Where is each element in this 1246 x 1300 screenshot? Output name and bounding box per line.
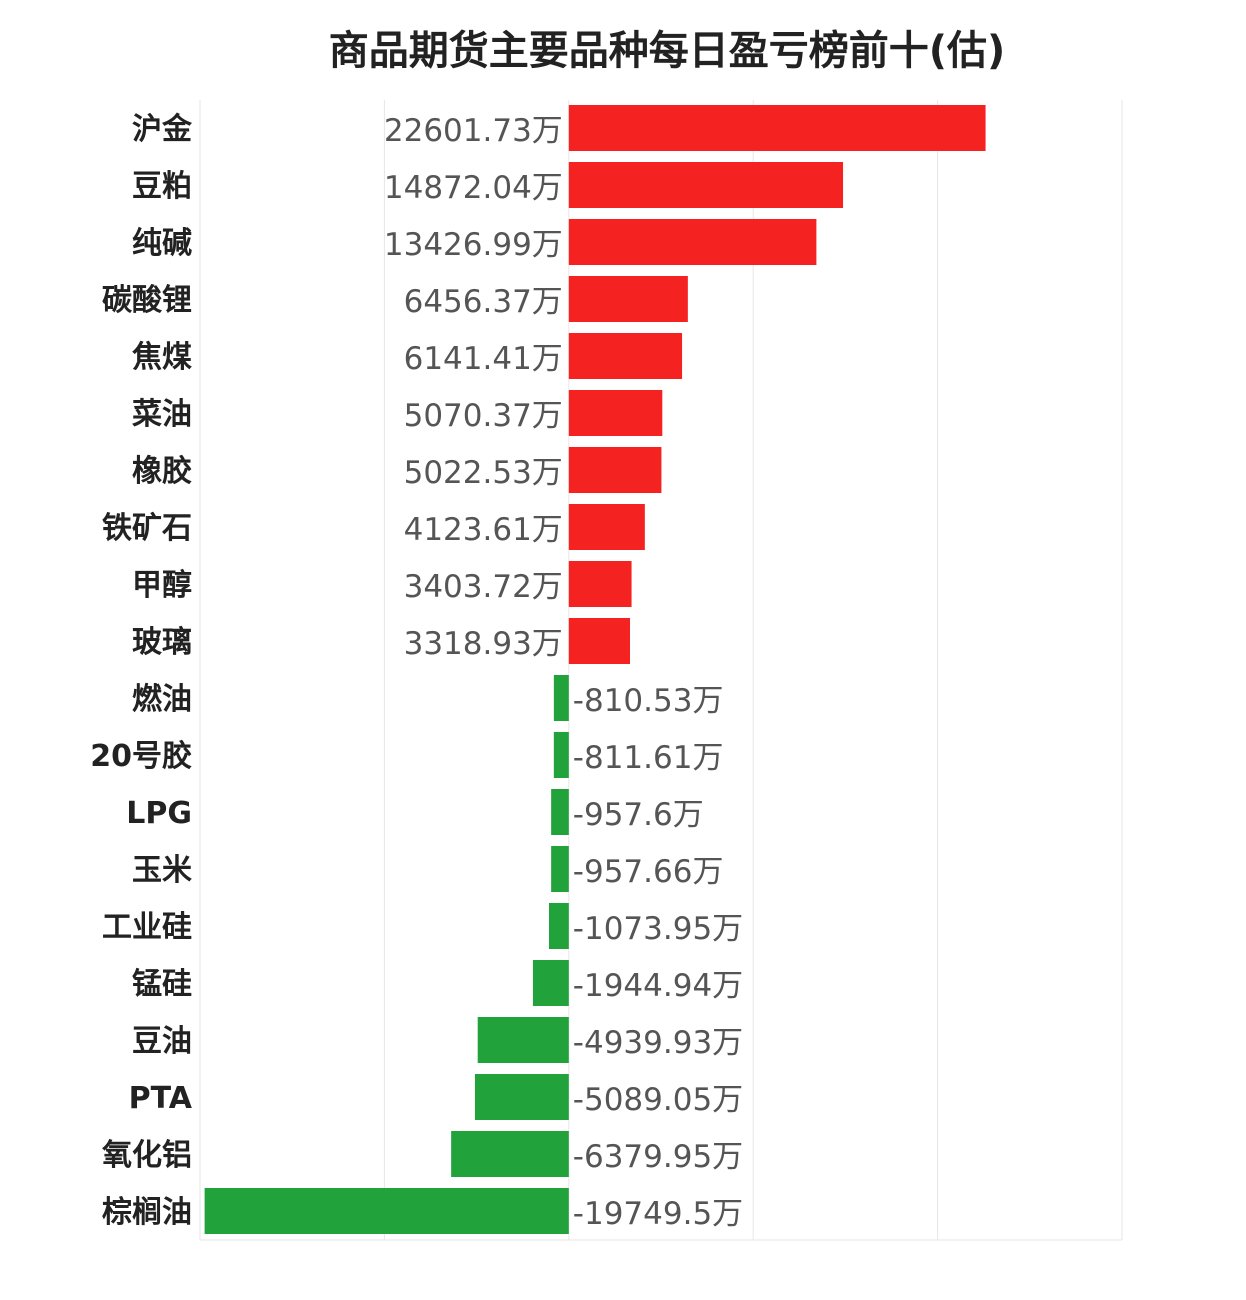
category-label: 沪金 bbox=[132, 112, 193, 147]
category-label: LPG bbox=[126, 796, 192, 831]
value-label: -5089.05万 bbox=[573, 1082, 743, 1118]
bar bbox=[451, 1131, 569, 1177]
value-label: -957.6万 bbox=[573, 797, 704, 833]
value-label: 22601.73万 bbox=[384, 113, 563, 149]
grid-lines bbox=[199, 100, 1123, 1241]
bar bbox=[568, 105, 986, 151]
category-label: 碳酸锂 bbox=[102, 283, 192, 318]
value-label: 3403.72万 bbox=[404, 569, 563, 605]
bar bbox=[568, 447, 662, 493]
bar bbox=[568, 276, 688, 322]
category-label: PTA bbox=[129, 1081, 193, 1116]
category-label: 纯碱 bbox=[132, 226, 192, 261]
category-label: 菜油 bbox=[132, 397, 192, 432]
bar bbox=[548, 903, 569, 949]
value-label: -1073.95万 bbox=[573, 911, 743, 947]
bar bbox=[532, 960, 569, 1006]
bar bbox=[568, 333, 683, 379]
bar bbox=[568, 561, 632, 607]
bar bbox=[568, 618, 631, 664]
category-label: 焦煤 bbox=[132, 340, 192, 375]
value-label: 5022.53万 bbox=[404, 455, 563, 491]
value-label: -957.66万 bbox=[573, 854, 724, 890]
value-label: 4123.61万 bbox=[404, 512, 563, 548]
bar bbox=[553, 675, 569, 721]
value-label: -811.61万 bbox=[573, 740, 724, 776]
value-label: -6379.95万 bbox=[573, 1139, 743, 1175]
bar bbox=[477, 1017, 569, 1063]
bar bbox=[551, 789, 569, 835]
bar bbox=[568, 219, 817, 265]
bar bbox=[204, 1188, 569, 1234]
value-label: 6141.41万 bbox=[404, 341, 563, 377]
value-label: -1944.94万 bbox=[573, 968, 743, 1004]
value-label: -19749.5万 bbox=[573, 1196, 743, 1232]
bar bbox=[568, 390, 663, 436]
value-label: 5070.37万 bbox=[404, 398, 563, 434]
value-label: 14872.04万 bbox=[384, 170, 563, 206]
bar bbox=[568, 162, 844, 208]
category-label: 玻璃 bbox=[132, 625, 192, 660]
category-label: 氧化铝 bbox=[102, 1138, 192, 1173]
category-label: 橡胶 bbox=[132, 454, 192, 489]
bar bbox=[474, 1074, 569, 1120]
category-label: 铁矿石 bbox=[102, 511, 192, 546]
bars bbox=[204, 105, 986, 1234]
category-label: 豆油 bbox=[132, 1024, 192, 1059]
value-label: -810.53万 bbox=[573, 683, 724, 719]
value-label: -4939.93万 bbox=[573, 1025, 743, 1061]
value-label: 13426.99万 bbox=[384, 227, 563, 263]
category-label: 甲醇 bbox=[132, 568, 192, 603]
category-label: 豆粕 bbox=[132, 169, 192, 204]
bar bbox=[553, 732, 569, 778]
value-label: 3318.93万 bbox=[404, 626, 563, 662]
bar bbox=[568, 504, 645, 550]
category-label: 玉米 bbox=[132, 853, 192, 888]
chart-title: 商品期货主要品种每日盈亏榜前十(估) bbox=[328, 28, 1006, 74]
category-label: 工业硅 bbox=[102, 910, 192, 945]
bar bbox=[551, 846, 569, 892]
category-label: 燃油 bbox=[132, 682, 192, 717]
category-label: 棕榈油 bbox=[102, 1195, 192, 1230]
value-label: 6456.37万 bbox=[404, 284, 563, 320]
category-label: 20号胶 bbox=[90, 739, 192, 774]
category-label: 锰硅 bbox=[132, 967, 192, 1002]
